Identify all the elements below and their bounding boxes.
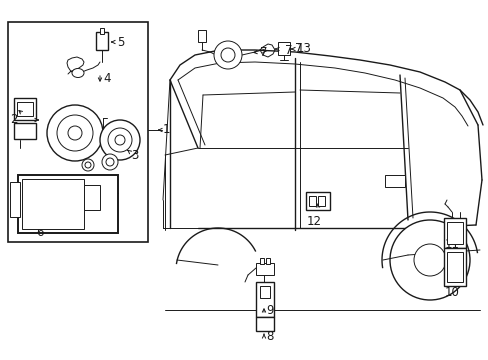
Text: 1: 1 bbox=[163, 123, 170, 136]
Text: 4: 4 bbox=[103, 72, 110, 85]
Circle shape bbox=[389, 220, 469, 300]
Bar bbox=[308, 196, 315, 206]
Bar bbox=[100, 28, 104, 34]
Text: 8: 8 bbox=[265, 329, 273, 342]
Text: 9: 9 bbox=[265, 303, 273, 316]
Bar bbox=[22, 179, 84, 229]
Text: 10: 10 bbox=[444, 285, 459, 298]
Circle shape bbox=[100, 120, 140, 160]
Circle shape bbox=[115, 135, 125, 145]
Bar bbox=[446, 222, 462, 244]
Circle shape bbox=[68, 126, 82, 140]
Text: 7: 7 bbox=[284, 45, 291, 58]
Text: 13: 13 bbox=[296, 42, 311, 55]
Bar bbox=[260, 286, 269, 298]
Circle shape bbox=[47, 105, 103, 161]
Bar bbox=[446, 252, 462, 282]
Bar bbox=[84, 185, 100, 210]
Bar bbox=[14, 98, 36, 120]
Bar bbox=[384, 175, 404, 187]
Circle shape bbox=[214, 41, 242, 69]
Text: 12: 12 bbox=[306, 216, 321, 229]
Ellipse shape bbox=[72, 68, 84, 77]
Text: 7: 7 bbox=[260, 45, 267, 58]
Bar bbox=[198, 30, 205, 42]
Bar bbox=[443, 218, 465, 248]
Text: 2: 2 bbox=[10, 113, 18, 126]
Bar bbox=[256, 282, 273, 317]
Bar bbox=[14, 123, 36, 139]
Bar bbox=[305, 192, 329, 210]
Bar bbox=[18, 175, 118, 233]
Polygon shape bbox=[278, 42, 289, 55]
Text: 11: 11 bbox=[444, 238, 459, 251]
Circle shape bbox=[57, 115, 93, 151]
Bar bbox=[443, 248, 465, 286]
Text: 7: 7 bbox=[294, 42, 302, 55]
Bar bbox=[17, 102, 33, 116]
Text: 3: 3 bbox=[131, 149, 138, 162]
Circle shape bbox=[102, 154, 118, 170]
Text: 6: 6 bbox=[36, 226, 43, 239]
Circle shape bbox=[85, 162, 91, 168]
Bar bbox=[317, 196, 325, 206]
Circle shape bbox=[221, 48, 235, 62]
Circle shape bbox=[82, 159, 94, 171]
Bar bbox=[96, 32, 108, 50]
Bar bbox=[256, 317, 273, 331]
Bar bbox=[8, 22, 148, 242]
Bar bbox=[265, 258, 269, 264]
Bar bbox=[10, 182, 20, 217]
Circle shape bbox=[413, 244, 445, 276]
Bar bbox=[260, 258, 264, 264]
Circle shape bbox=[108, 128, 132, 152]
Text: 5: 5 bbox=[117, 36, 124, 49]
Bar bbox=[256, 263, 273, 275]
Circle shape bbox=[106, 158, 114, 166]
